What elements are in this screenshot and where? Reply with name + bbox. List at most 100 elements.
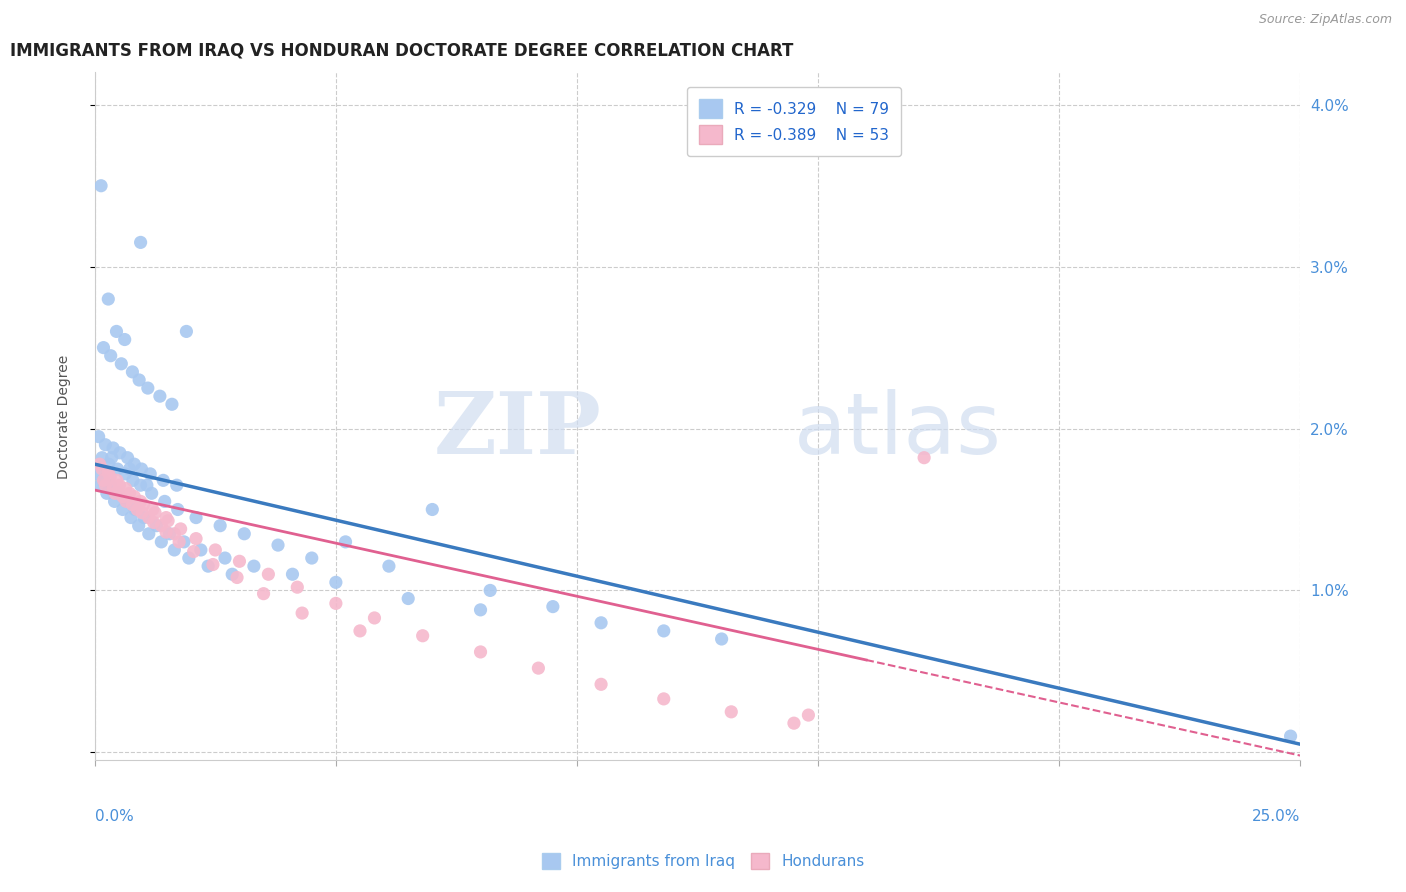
Point — [118, 462, 141, 476]
Point — [120, 510, 142, 524]
Point — [122, 474, 145, 488]
Point — [281, 567, 304, 582]
Point — [114, 333, 136, 347]
Point — [155, 510, 177, 524]
Point — [527, 661, 550, 675]
Text: ZIP: ZIP — [433, 388, 602, 472]
Point — [104, 486, 127, 500]
Point — [105, 325, 128, 339]
Point — [197, 559, 219, 574]
Point — [100, 349, 122, 363]
Point — [470, 645, 492, 659]
Point — [163, 526, 186, 541]
Point — [301, 551, 323, 566]
Point — [335, 534, 357, 549]
Point — [479, 583, 502, 598]
Point — [1279, 729, 1302, 743]
Point — [128, 373, 150, 387]
Point — [97, 292, 120, 306]
Point — [184, 532, 207, 546]
Point — [720, 705, 742, 719]
Point — [91, 450, 114, 465]
Point — [141, 486, 163, 500]
Point — [94, 438, 117, 452]
Point — [190, 543, 212, 558]
Point — [100, 450, 122, 465]
Point — [98, 478, 121, 492]
Point — [167, 534, 190, 549]
Point — [90, 178, 112, 193]
Point — [912, 450, 935, 465]
Point — [378, 559, 401, 574]
Point — [111, 490, 134, 504]
Point — [267, 538, 290, 552]
Point — [396, 591, 419, 606]
Point — [124, 502, 146, 516]
Point — [797, 708, 820, 723]
Point — [93, 474, 115, 488]
Legend: R = -0.329    N = 79, R = -0.389    N = 53: R = -0.329 N = 79, R = -0.389 N = 53 — [686, 87, 901, 156]
Point — [105, 474, 128, 488]
Point — [541, 599, 564, 614]
Point — [201, 558, 224, 572]
Point — [97, 465, 120, 479]
Point — [131, 506, 153, 520]
Point — [142, 516, 165, 530]
Point — [91, 462, 114, 476]
Point — [103, 494, 125, 508]
Point — [124, 457, 146, 471]
Point — [138, 526, 160, 541]
Point — [363, 611, 385, 625]
Point — [117, 450, 139, 465]
Point — [183, 544, 205, 558]
Point — [124, 490, 146, 504]
Point — [173, 534, 195, 549]
Point — [93, 341, 115, 355]
Point — [142, 502, 165, 516]
Point — [127, 502, 149, 516]
Y-axis label: Doctorate Degree: Doctorate Degree — [58, 354, 72, 478]
Point — [652, 692, 675, 706]
Point — [169, 522, 191, 536]
Point — [129, 478, 152, 492]
Point — [166, 502, 188, 516]
Point — [184, 510, 207, 524]
Point — [204, 543, 226, 558]
Point — [325, 596, 347, 610]
Point — [228, 554, 250, 568]
Point — [87, 430, 110, 444]
Point — [652, 624, 675, 638]
Point — [710, 632, 733, 646]
Point — [214, 551, 236, 566]
Point — [94, 478, 117, 492]
Point — [101, 441, 124, 455]
Text: Source: ZipAtlas.com: Source: ZipAtlas.com — [1258, 13, 1392, 27]
Point — [155, 525, 177, 540]
Point — [115, 494, 138, 508]
Point — [132, 510, 155, 524]
Point — [783, 716, 806, 731]
Point — [291, 606, 314, 620]
Point — [110, 357, 132, 371]
Point — [136, 381, 159, 395]
Point — [107, 462, 129, 476]
Text: 0.0%: 0.0% — [94, 808, 134, 823]
Point — [128, 518, 150, 533]
Text: atlas: atlas — [794, 389, 1002, 472]
Point — [131, 462, 153, 476]
Point — [118, 486, 141, 500]
Point — [160, 397, 183, 411]
Point — [111, 502, 134, 516]
Point — [132, 498, 155, 512]
Text: IMMIGRANTS FROM IRAQ VS HONDURAN DOCTORATE DEGREE CORRELATION CHART: IMMIGRANTS FROM IRAQ VS HONDURAN DOCTORA… — [10, 42, 794, 60]
Point — [150, 518, 173, 533]
Point — [591, 677, 613, 691]
Point — [150, 534, 173, 549]
Point — [243, 559, 266, 574]
Point — [349, 624, 371, 638]
Point — [163, 543, 186, 558]
Point — [152, 474, 174, 488]
Point — [153, 494, 176, 508]
Point — [176, 325, 198, 339]
Point — [138, 510, 160, 524]
